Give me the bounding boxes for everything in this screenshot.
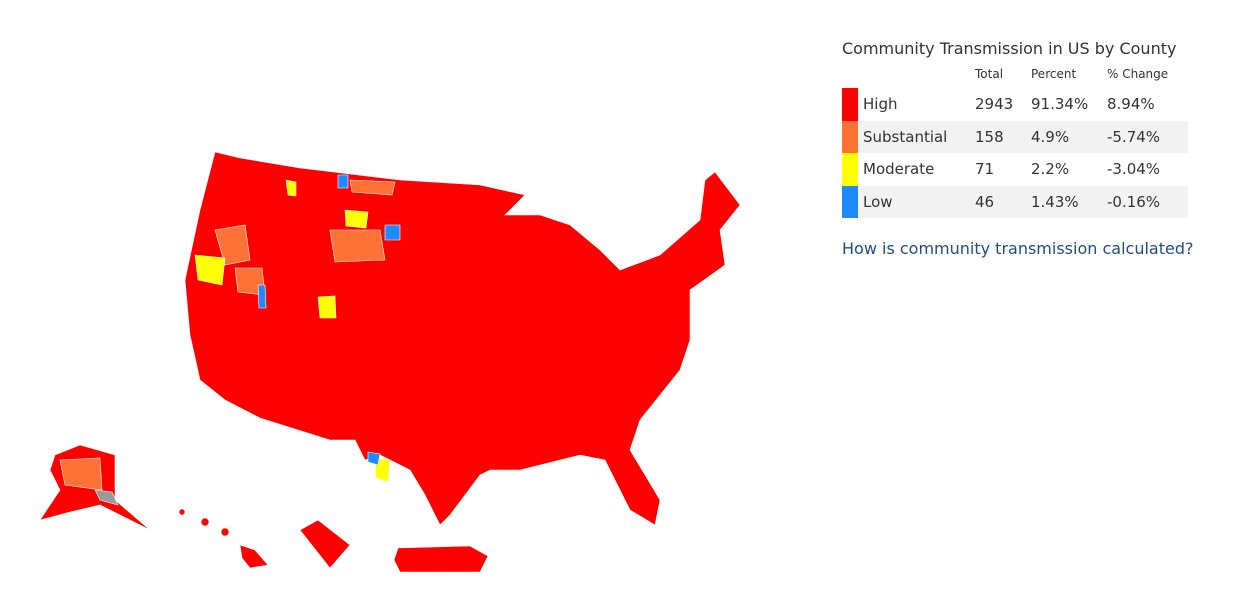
legend-table: Total Percent % Change High 2943 91.34% 8.94% S… [842, 60, 1188, 218]
total: 158 [975, 127, 1004, 146]
county-patch [59, 457, 103, 491]
hawaii-island [178, 508, 186, 516]
hawaii-island [220, 527, 230, 537]
total: 71 [975, 160, 995, 179]
legend: Community Transmission in US by County T… [842, 38, 1188, 218]
county-patch [214, 224, 251, 266]
county-patch [367, 451, 381, 466]
legend-row: High 2943 91.34% 8.94% [842, 88, 1188, 121]
county-patch [285, 179, 297, 197]
us-map [39, 151, 741, 573]
total: 46 [975, 192, 995, 211]
column-header: % Change [1107, 67, 1169, 81]
level-label: Moderate [863, 160, 935, 179]
hawaii [239, 544, 269, 569]
legend-title: Community Transmission in US by County [842, 39, 1177, 58]
level-label: High [863, 95, 898, 114]
level-label: Low [863, 192, 893, 211]
percent: 2.2% [1031, 160, 1070, 179]
color-swatch [842, 153, 858, 186]
change: 8.94% [1107, 95, 1155, 114]
percent: 91.34% [1031, 95, 1089, 114]
level-label: Substantial [863, 127, 948, 146]
county-patch [317, 295, 337, 319]
territory [299, 519, 351, 569]
change: -5.74% [1107, 127, 1161, 146]
color-swatch [842, 88, 858, 121]
map-shapes [39, 151, 741, 573]
county-patch [374, 457, 391, 483]
county-patch [194, 254, 226, 286]
column-header: Total [975, 67, 1004, 81]
continental-us [184, 151, 741, 526]
change: -0.16% [1107, 192, 1161, 211]
hawaii-island [200, 517, 210, 527]
total: 2943 [975, 95, 1014, 114]
alaska-gray [94, 489, 119, 506]
info-link[interactable]: How is community transmission calculated… [842, 239, 1194, 258]
county-patch [349, 179, 396, 196]
percent: 1.43% [1031, 192, 1079, 211]
county-patch [257, 284, 267, 309]
legend-header: Total Percent % Change [842, 60, 1188, 88]
percent: 4.9% [1031, 127, 1070, 146]
legend-row: Moderate 71 2.2% -3.04% [842, 153, 1188, 186]
color-swatch [842, 185, 858, 218]
legend-row: Substantial 158 4.9% -5.74% [842, 120, 1188, 153]
county-patch [384, 224, 401, 241]
county-patch [329, 229, 386, 263]
change: -3.04% [1107, 160, 1161, 179]
column-header: Percent [1031, 67, 1077, 81]
puerto-rico [393, 545, 489, 573]
county-patch [344, 209, 369, 229]
color-swatch [842, 120, 858, 153]
county-patch [337, 174, 349, 189]
legend-row: Low 46 1.43% -0.16% [842, 185, 1188, 218]
